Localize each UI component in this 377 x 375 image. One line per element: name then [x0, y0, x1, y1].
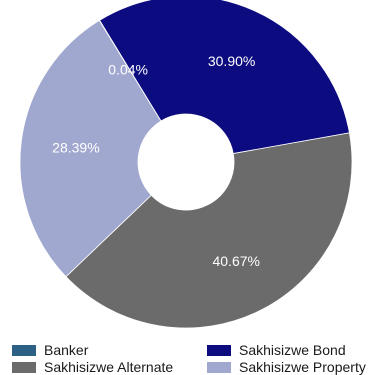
slice-sakhisizwe-bond	[99, 0, 350, 155]
donut-chart: 0.04% 30.90% 40.67% 28.39%	[19, 0, 353, 329]
slice-labels: 0.04% 30.90% 40.67% 28.39%	[52, 53, 260, 269]
legend-swatch-sakhisizwe-bond	[207, 344, 231, 356]
legend-swatch-sakhisizwe-alternate	[12, 361, 36, 373]
legend-item-banker: Banker	[12, 342, 88, 358]
legend-swatch-banker	[12, 344, 36, 356]
legend-item-sakhisizwe-bond: Sakhisizwe Bond	[207, 342, 346, 358]
slice-sakhisizwe-property	[19, 19, 162, 278]
slice-label-sakhisizwe-bond: 30.90%	[208, 53, 255, 69]
legend-label-sakhisizwe-alternate: Sakhisizwe Alternate	[44, 359, 174, 375]
slice-sakhisizwe-alternate	[65, 132, 353, 329]
legend-label-banker: Banker	[44, 342, 89, 358]
slice-label-sakhisizwe-property: 28.39%	[52, 140, 99, 156]
slice-label-banker: 0.04%	[108, 61, 148, 77]
slice-label-sakhisizwe-alternate: 40.67%	[212, 253, 259, 269]
slices	[19, 0, 353, 329]
legend-item-sakhisizwe-property: Sakhisizwe Property	[207, 359, 366, 375]
legend-label-sakhisizwe-property: Sakhisizwe Property	[239, 359, 366, 375]
legend-label-sakhisizwe-bond: Sakhisizwe Bond	[239, 342, 346, 358]
legend-item-sakhisizwe-alternate: Sakhisizwe Alternate	[12, 359, 173, 375]
legend-swatch-sakhisizwe-property	[207, 361, 231, 373]
